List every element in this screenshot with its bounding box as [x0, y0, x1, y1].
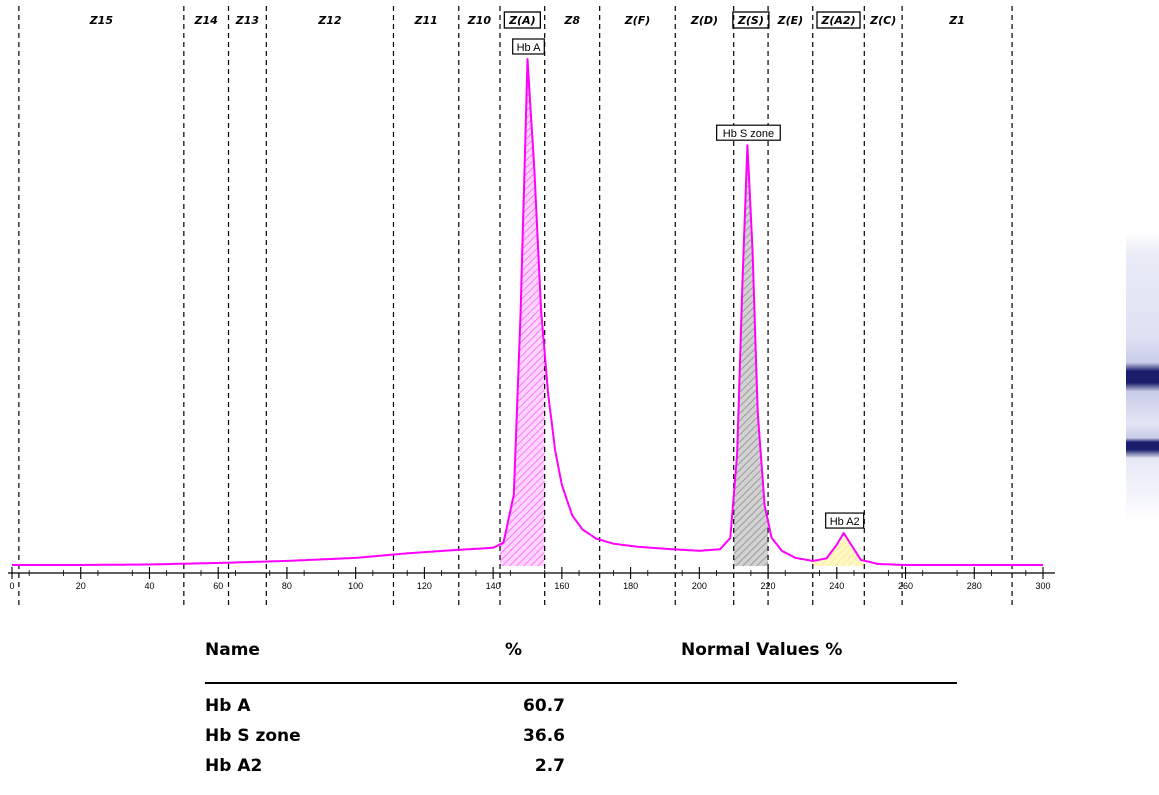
zone-label-box	[816, 11, 861, 29]
gel-strip-image	[1126, 232, 1159, 522]
table-divider	[205, 682, 957, 684]
zone-label: Z14	[194, 14, 218, 27]
table-row: Hb A2 2.7	[205, 752, 965, 782]
peak-label: Hb A2	[830, 516, 860, 528]
x-tick-label: 20	[76, 581, 86, 591]
electropherogram-chart: Z15 Z14 Z13 Z12 Z11 Z10 Z(A) Z8 Z(F) Z(D) Z(S) Z(E)…	[8, 6, 1055, 605]
x-tick-label: 100	[348, 581, 363, 591]
zone-label: Z(E)	[777, 14, 804, 27]
peak-labels: Hb A Hb S zone Hb A2	[512, 38, 865, 529]
curve-line	[12, 58, 1043, 566]
peak-label: Hb S zone	[723, 128, 774, 140]
zone-label: Z15	[89, 14, 114, 27]
zone-label: Z12	[317, 14, 342, 27]
row-name: Hb S zone	[205, 726, 301, 746]
electropherogram-line	[12, 58, 1043, 566]
x-tick-label: 280	[967, 581, 982, 591]
row-percent: 2.7	[534, 756, 565, 776]
row-name: Hb A	[205, 696, 251, 716]
zone-label-box	[503, 11, 541, 29]
zone-label: Z(D)	[690, 14, 718, 27]
x-tick-label: 200	[692, 581, 707, 591]
table-header: Name % Normal Values %	[205, 636, 965, 682]
zone-label: Z1	[948, 14, 965, 27]
x-tick-label: 120	[417, 581, 432, 591]
hb-s-peak-fill	[733, 145, 769, 566]
zone-label: Z(S)	[737, 14, 764, 27]
x-tick-label: 160	[554, 581, 569, 591]
x-tick-label: 300	[1035, 581, 1050, 591]
row-percent: 36.6	[523, 726, 565, 746]
zone-label: Z10	[467, 14, 492, 27]
zone-label: Z(A)	[508, 14, 536, 27]
x-tick-label: 0	[9, 581, 14, 591]
row-name: Hb A2	[205, 756, 263, 776]
zone-label: Z13	[235, 14, 260, 27]
x-tick-label: 260	[898, 581, 913, 591]
peak-label-box	[825, 512, 865, 529]
x-tick-label: 80	[282, 581, 292, 591]
zone-label-box	[732, 11, 770, 29]
x-tick-label: 40	[144, 581, 154, 591]
peak-fills	[500, 59, 865, 567]
header-normal-values: Normal Values %	[681, 640, 843, 660]
x-tick-label: 180	[623, 581, 638, 591]
x-tick-label: 60	[213, 581, 223, 591]
peak-label-box	[512, 38, 545, 55]
x-axis: 0 20 40 60 80 100 120 140 160 180 200 220 240 260 280 3…	[8, 567, 1055, 591]
zone-label: Z11	[413, 14, 437, 27]
zone-label: Z(C)	[869, 14, 896, 27]
hb-a2-peak-fill	[812, 533, 865, 566]
x-tick-label: 140	[486, 581, 501, 591]
peak-label-box	[716, 124, 781, 141]
header-percent: %	[505, 640, 523, 660]
zone-label: Z(F)	[624, 14, 651, 27]
row-percent: 60.7	[523, 696, 565, 716]
zone-labels: Z15 Z14 Z13 Z12 Z11 Z10 Z(A) Z8 Z(F) Z(D) Z(S) Z(E)…	[89, 11, 965, 29]
hb-a-peak-fill	[500, 59, 545, 567]
zone-boundaries	[18, 6, 1013, 605]
x-tick-label: 240	[829, 581, 844, 591]
results-table: Name % Normal Values % Hb A 60.7 Hb S zo…	[205, 636, 965, 776]
zone-label: Z8	[563, 14, 580, 27]
peak-label: Hb A	[517, 42, 542, 54]
table-row: Hb A 60.7	[205, 692, 965, 722]
zone-label: Z(A2)	[820, 14, 855, 27]
table-row: Hb S zone 36.6	[205, 722, 965, 752]
header-name: Name	[205, 640, 260, 660]
x-tick-label: 220	[761, 581, 776, 591]
